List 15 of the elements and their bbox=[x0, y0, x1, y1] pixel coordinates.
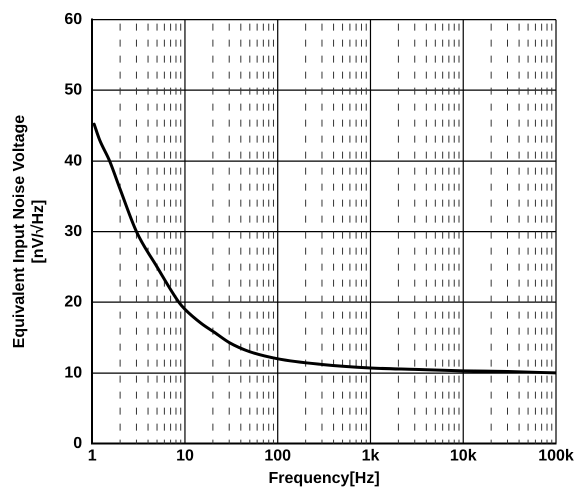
y-tick-label: 40 bbox=[64, 152, 82, 170]
y-tick-label: 0 bbox=[73, 435, 82, 452]
y-tick-label: 20 bbox=[64, 294, 82, 311]
y-tick-label: 60 bbox=[64, 11, 82, 28]
x-tick-label: 10 bbox=[176, 448, 194, 465]
x-tick-label: 1 bbox=[88, 448, 97, 465]
x-tick-label: 100 bbox=[264, 448, 292, 465]
x-tick-label: 100k bbox=[538, 448, 574, 465]
y-tick-label: 10 bbox=[64, 364, 82, 382]
y-tick-label: 50 bbox=[64, 82, 82, 99]
x-tick-label: 10k bbox=[450, 448, 477, 465]
y-axis-title: Equivalent Input Noise Voltage [nV/√Hz] bbox=[11, 114, 48, 348]
x-axis-title: Frequency[Hz] bbox=[268, 470, 380, 487]
y-tick-label: 30 bbox=[64, 223, 82, 240]
x-tick-label: 1k bbox=[362, 448, 380, 465]
